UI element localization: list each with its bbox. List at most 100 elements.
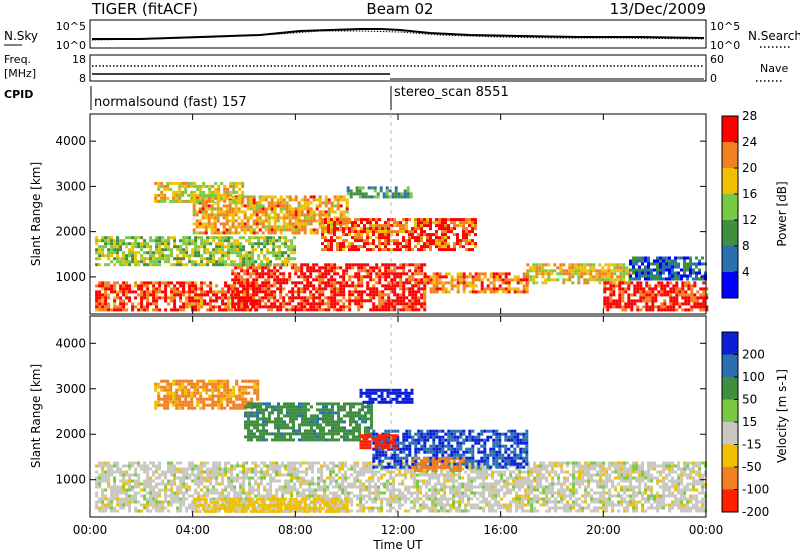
heatmap-cell: [241, 184, 245, 188]
heatmap-cell: [381, 248, 384, 252]
heatmap-cell: [217, 184, 221, 188]
heatmap-cell: [155, 248, 159, 252]
heatmap-cell: [152, 485, 156, 489]
heatmap-cell: [172, 196, 176, 200]
heatmap-cell: [363, 230, 366, 234]
heatmap-cell: [318, 269, 322, 273]
heatmap-cell: [675, 302, 679, 306]
heatmap-cell: [107, 239, 111, 243]
heatmap-cell: [260, 500, 264, 504]
heatmap-cell: [657, 308, 661, 312]
heatmap-cell: [468, 281, 472, 285]
heatmap-cell: [317, 470, 321, 474]
heatmap-cell: [278, 488, 282, 492]
heatmap-cell: [705, 293, 709, 297]
heatmap-cell: [182, 239, 186, 243]
heatmap-cell: [677, 277, 680, 281]
heatmap-cell: [218, 467, 222, 471]
heatmap-cell: [230, 488, 234, 492]
heatmap-cell: [399, 278, 403, 282]
heatmap-cell: [175, 193, 179, 197]
heatmap-cell: [392, 506, 396, 510]
heatmap-cell: [486, 284, 490, 288]
heatmap-cell: [152, 479, 156, 483]
heatmap-cell: [438, 278, 442, 282]
heatmap-cell: [269, 461, 273, 465]
heatmap-cell: [562, 263, 566, 267]
heatmap-cell: [270, 284, 274, 288]
heatmap-cell: [335, 494, 339, 498]
heatmap-cell: [243, 302, 247, 306]
heatmap-cell: [204, 216, 208, 220]
heatmap-cell: [187, 193, 191, 197]
heatmap-cell: [299, 461, 303, 465]
heatmap-cell: [257, 491, 261, 495]
heatmap-cell: [396, 302, 400, 306]
heatmap-cell: [203, 491, 207, 495]
heatmap-cell: [601, 278, 605, 282]
heatmap-cell: [308, 485, 312, 489]
heatmap-cell: [158, 242, 162, 246]
heatmap-cell: [237, 275, 241, 279]
heatmap-cell: [613, 263, 617, 267]
heatmap-cell: [324, 296, 328, 300]
heatmap-cell: [193, 193, 197, 197]
heatmap-cell: [663, 287, 667, 291]
heatmap-cell: [173, 296, 177, 300]
heatmap-cell: [504, 287, 508, 291]
heatmap-cell: [365, 479, 369, 483]
heatmap-cell: [218, 290, 222, 294]
heatmap-cell: [296, 473, 300, 477]
heatmap-cell: [211, 190, 215, 194]
heatmap-cell: [276, 201, 280, 205]
heatmap-cell: [230, 308, 234, 312]
heatmap-cell: [255, 302, 259, 306]
heatmap-cell: [104, 305, 108, 309]
heatmap-cell: [380, 506, 384, 510]
heatmap-cell: [639, 284, 643, 288]
heatmap-cell: [257, 257, 261, 261]
heatmap-cell: [318, 201, 322, 205]
heatmap-cell: [179, 461, 183, 465]
heatmap-cell: [236, 491, 240, 495]
heatmap-cell: [184, 181, 188, 185]
heatmap-cell: [122, 251, 126, 255]
heatmap-cell: [191, 290, 195, 294]
heatmap-cell: [104, 239, 108, 243]
heatmap-cell: [201, 198, 205, 202]
heatmap-cell: [242, 254, 246, 258]
heatmap-cell: [318, 305, 322, 309]
heatmap-cell: [278, 263, 282, 267]
heatmap-cell: [318, 210, 322, 214]
heatmap-cell: [368, 470, 372, 474]
heatmap-cell: [116, 488, 120, 492]
heatmap-cell: [335, 485, 339, 489]
heatmap-cell: [306, 213, 310, 217]
heatmap-cell: [395, 497, 399, 501]
heatmap-cell: [580, 263, 584, 267]
heatmap-cell: [239, 257, 243, 261]
heatmap-cell: [336, 287, 340, 291]
heatmap-cell: [155, 245, 159, 249]
heatmap-cell: [192, 228, 196, 232]
heatmap-cell: [627, 287, 631, 291]
heatmap-cell: [330, 242, 333, 246]
heatmap-cell: [236, 473, 240, 477]
heatmap-cell: [179, 467, 183, 471]
heatmap-cell: [568, 263, 572, 267]
heatmap-cell: [480, 278, 484, 282]
heatmap-cell: [113, 497, 117, 501]
heatmap-cell: [638, 256, 641, 260]
heatmap-cell: [255, 207, 259, 211]
heatmap-cell: [339, 284, 343, 288]
heatmap-cell: [101, 302, 105, 306]
heatmap-cell: [149, 491, 153, 495]
heatmap-cell: [344, 476, 348, 480]
heatmap-cell: [674, 274, 677, 278]
heatmap-cell: [321, 293, 325, 297]
heatmap-cell: [315, 219, 319, 223]
heatmap-cell: [297, 201, 301, 205]
heatmap-cell: [260, 494, 264, 498]
heatmap-cell: [234, 213, 238, 217]
